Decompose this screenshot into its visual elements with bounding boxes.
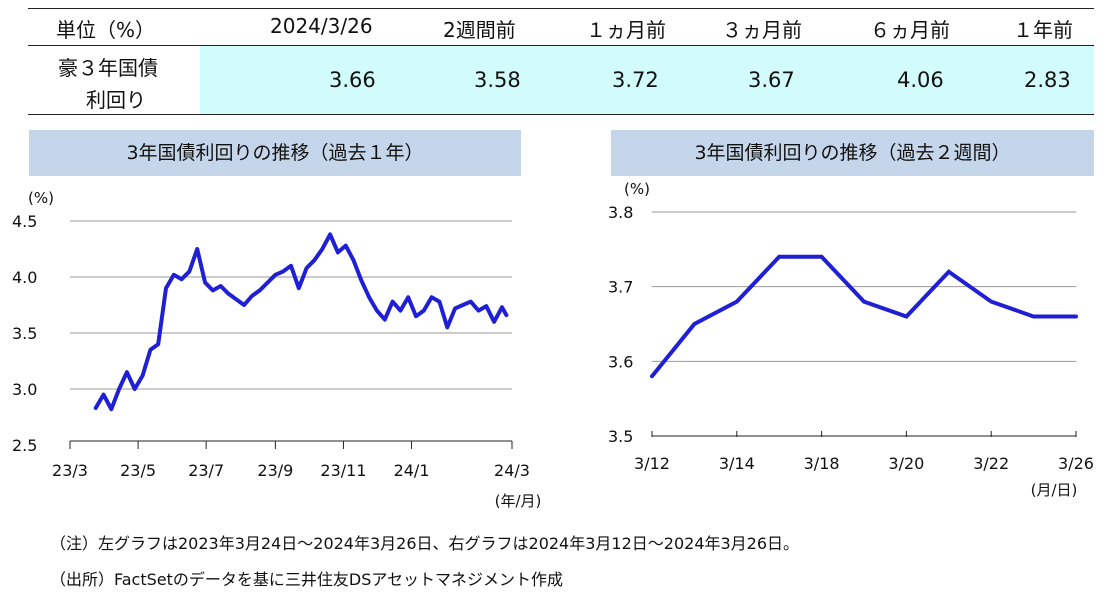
header-unit: 単位（%） (56, 18, 156, 42)
left-chart-title: 3年国債利回りの推移（過去１年） (29, 130, 521, 176)
header-date: 2024/3/26 (270, 14, 373, 38)
left-ylabel: (%) (28, 189, 54, 207)
table-bottom-border (28, 114, 1094, 115)
right-xlabel: (月/日) (1031, 481, 1078, 499)
value-current: 3.66 (329, 68, 376, 92)
value-2weeks: 3.58 (474, 68, 521, 92)
row-label-line1: 豪３年国債 (58, 56, 158, 80)
right-xtick-label: 3/20 (888, 454, 924, 473)
table-value-highlight (200, 46, 1094, 114)
left-xtick-label: 23/3 (52, 461, 88, 480)
right-ytick-label: 3.5 (608, 427, 633, 446)
right-xtick-label: 3/14 (719, 454, 755, 473)
header-2weeks: 2週間前 (443, 18, 516, 42)
table-top-border (28, 8, 1094, 9)
left-xtick-label: 23/11 (320, 461, 366, 480)
right-ylabel: (%) (624, 180, 650, 198)
left-ytick-label: 3.0 (12, 380, 37, 399)
table-header-divider (28, 45, 1094, 46)
left-xtick-label: 23/7 (188, 461, 224, 480)
note-source: （出所）FactSetのデータを基に三井住友DSアセットマネジメント作成 (50, 570, 564, 589)
value-1year: 2.83 (1024, 68, 1071, 92)
left-xtick-label: 23/5 (120, 461, 156, 480)
header-6months: ６ヵ月前 (870, 18, 950, 42)
right-xtick-label: 3/12 (634, 454, 670, 473)
left-ytick-label: 3.5 (12, 324, 37, 343)
value-6months: 4.06 (897, 68, 944, 92)
right-series-line (650, 254, 1078, 379)
right-xtick-label: 3/18 (804, 454, 840, 473)
left-ytick-label: 4.0 (12, 268, 37, 287)
left-series-line (93, 232, 509, 412)
header-1year: １年前 (1013, 18, 1073, 42)
value-3months: 3.67 (748, 68, 795, 92)
right-ytick-label: 3.7 (608, 278, 633, 297)
right-xtick-label: 3/22 (973, 454, 1009, 473)
right-ytick-label: 3.6 (608, 352, 633, 371)
left-ytick-label: 4.5 (12, 212, 37, 231)
header-3months: ３ヵ月前 (722, 18, 802, 42)
right-xtick-label: 3/26 (1058, 454, 1094, 473)
left-ytick-label: 2.5 (12, 436, 37, 455)
right-chart-title: 3年国債利回りの推移（過去２週間） (611, 130, 1094, 176)
row-label-line2: 利回り (86, 88, 146, 112)
left-xlabel: (年/月) (495, 492, 542, 510)
left-xtick-label: 24/1 (394, 461, 430, 480)
left-xtick-label: 24/3 (494, 461, 530, 480)
note-period: （注）左グラフは2023年3月24日～2024年3月26日、右グラフは2024年… (50, 534, 800, 553)
header-1month: １ヵ月前 (586, 18, 666, 42)
left-xtick-label: 23/9 (257, 461, 293, 480)
right-ytick-label: 3.8 (608, 203, 633, 222)
value-1month: 3.72 (612, 68, 659, 92)
